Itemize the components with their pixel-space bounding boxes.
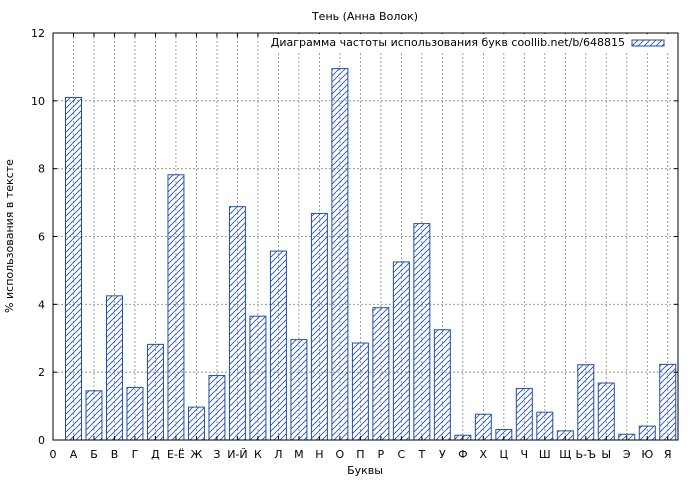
x-tick-label: И-Й bbox=[227, 448, 247, 461]
x-tick-label: Н bbox=[315, 448, 323, 461]
x-tick-label: Ы bbox=[601, 448, 611, 461]
bar bbox=[187, 406, 205, 441]
x-tick-label: Д bbox=[151, 448, 160, 461]
legend-label: Диаграмма частоты использования букв coo… bbox=[271, 36, 625, 49]
x-tick-label: Щ bbox=[559, 448, 571, 461]
x-tick-label: Б bbox=[90, 448, 98, 461]
bar bbox=[433, 329, 451, 441]
x-tick-label: Ж bbox=[191, 448, 203, 461]
x-tick-label: Ю bbox=[641, 448, 653, 461]
x-tick-label: Л bbox=[274, 448, 282, 461]
x-tick-label: Э bbox=[623, 448, 631, 461]
bar bbox=[536, 411, 554, 441]
bar bbox=[372, 307, 390, 441]
y-tick-label: 12 bbox=[31, 27, 45, 40]
x-tick-label: А bbox=[70, 448, 78, 461]
bar bbox=[105, 295, 123, 441]
x-axis-label: Буквы bbox=[347, 464, 383, 477]
y-tick-label: 8 bbox=[38, 163, 45, 176]
bar bbox=[331, 68, 349, 441]
x-tick-label: Ц bbox=[500, 448, 509, 461]
x-tick-label: Т bbox=[417, 448, 425, 461]
grid-lines bbox=[53, 33, 678, 440]
bar bbox=[659, 363, 677, 441]
x-tick-label: Ь-Ъ bbox=[575, 448, 596, 461]
bar bbox=[85, 390, 103, 441]
x-tick-label: О bbox=[336, 448, 345, 461]
y-tick-label: 6 bbox=[38, 231, 45, 244]
x-tick-label-origin: 0 bbox=[50, 448, 57, 461]
x-tick-label: М bbox=[294, 448, 304, 461]
bar bbox=[351, 342, 369, 441]
x-tick-label: Ш bbox=[539, 448, 551, 461]
chart-title: Тень (Анна Волок) bbox=[311, 10, 418, 23]
y-axis-ticks: 0 2 4 6 8 10 12 bbox=[31, 27, 678, 447]
bar bbox=[597, 382, 615, 441]
x-tick-label: Е-Ё bbox=[167, 448, 185, 461]
bar bbox=[228, 206, 246, 441]
legend-swatch bbox=[631, 39, 665, 47]
x-tick-label: Х bbox=[480, 448, 488, 461]
x-tick-label: Я bbox=[664, 448, 672, 461]
bar bbox=[249, 315, 267, 441]
x-tick-label: П bbox=[356, 448, 364, 461]
x-tick-label: Ч bbox=[521, 448, 529, 461]
bar bbox=[413, 223, 431, 441]
x-tick-label: Ф bbox=[458, 448, 467, 461]
y-tick-label: 2 bbox=[38, 366, 45, 379]
bar bbox=[310, 212, 328, 441]
bar bbox=[65, 96, 82, 441]
y-tick-label: 4 bbox=[38, 298, 45, 311]
x-tick-label: К bbox=[254, 448, 262, 461]
bar bbox=[515, 387, 533, 441]
bar bbox=[392, 261, 410, 441]
x-tick-label: С bbox=[398, 448, 406, 461]
legend-background bbox=[266, 34, 672, 51]
legend: Диаграмма частоты использования букв coo… bbox=[266, 34, 672, 51]
x-tick-label: У bbox=[439, 448, 446, 461]
bar bbox=[208, 375, 226, 441]
x-tick-label: З bbox=[213, 448, 220, 461]
bar bbox=[577, 364, 595, 441]
bar bbox=[146, 343, 164, 441]
x-axis-ticks: 0 А Б В Г Д Е-Ё Ж З И-Й К Л М Н О П Р С Т У Ф Х Ц Ч Ш Щ Ь-Ъ Ы Э Ю Я bbox=[50, 33, 672, 461]
bars bbox=[65, 68, 677, 441]
bar bbox=[167, 174, 185, 441]
x-tick-label: Г bbox=[132, 448, 139, 461]
bar bbox=[126, 386, 144, 441]
y-axis-label: % использования в тексте bbox=[3, 159, 16, 313]
bar bbox=[290, 339, 308, 441]
x-tick-label: Р bbox=[378, 448, 385, 461]
x-tick-label: В bbox=[111, 448, 119, 461]
y-tick-label: 10 bbox=[31, 95, 45, 108]
bar bbox=[269, 250, 287, 441]
y-tick-label: 0 bbox=[38, 434, 45, 447]
